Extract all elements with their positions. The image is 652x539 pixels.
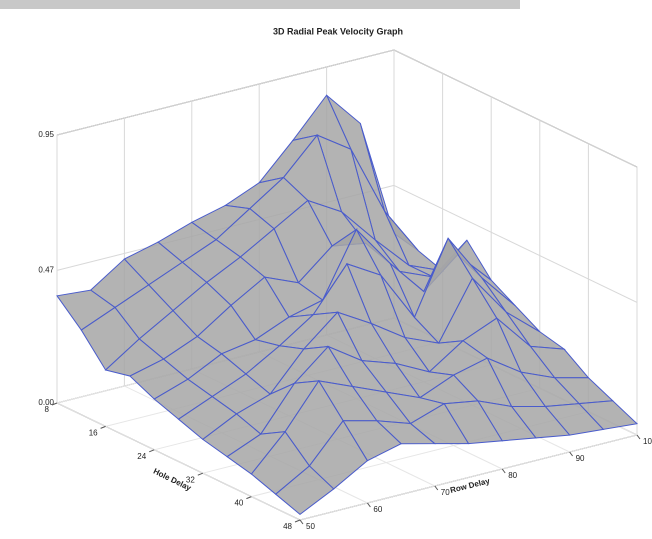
z-tick-label: 0.47 (38, 266, 54, 275)
y-tick-label: 80 (508, 471, 517, 480)
x-tick-label: 40 (234, 499, 243, 508)
x-tick-label: 8 (45, 405, 50, 414)
tick-mark (501, 468, 506, 474)
surface (56, 94, 639, 515)
tick-mark (197, 472, 203, 476)
tick-mark (569, 451, 573, 457)
y-tick-label: 70 (441, 488, 450, 497)
x-tick-label: 32 (186, 475, 195, 484)
grid-line (56, 402, 301, 521)
x-tick-label: 48 (283, 522, 292, 531)
y-tick-label: 60 (373, 505, 382, 514)
tick-mark (246, 496, 252, 500)
tick-mark (294, 519, 301, 523)
tick-mark (149, 449, 155, 453)
y-tick-label: 50 (306, 522, 315, 531)
x-tick-label: 16 (89, 429, 98, 438)
y-tick-label: 90 (576, 454, 585, 463)
tick-mark (434, 485, 439, 491)
grid-line (393, 184, 638, 303)
top-bar (0, 0, 520, 9)
z-tick-label: 0.95 (38, 130, 54, 139)
y-axis-title: Row Delay (449, 476, 491, 495)
tick-mark (51, 402, 58, 406)
y-tick-label: 100 (643, 437, 652, 446)
tick-mark (299, 519, 304, 525)
tick-mark (100, 425, 106, 429)
z-tick-label: 0.00 (38, 398, 54, 407)
grid-line (299, 434, 638, 521)
tick-mark (366, 502, 371, 508)
grid-line (393, 49, 638, 168)
surface-cell (274, 465, 335, 515)
x-tick-label: 24 (137, 452, 146, 461)
grid-line (56, 49, 395, 136)
chart-title: 3D Radial Peak Velocity Graph (273, 26, 403, 36)
tick-mark (636, 434, 641, 440)
